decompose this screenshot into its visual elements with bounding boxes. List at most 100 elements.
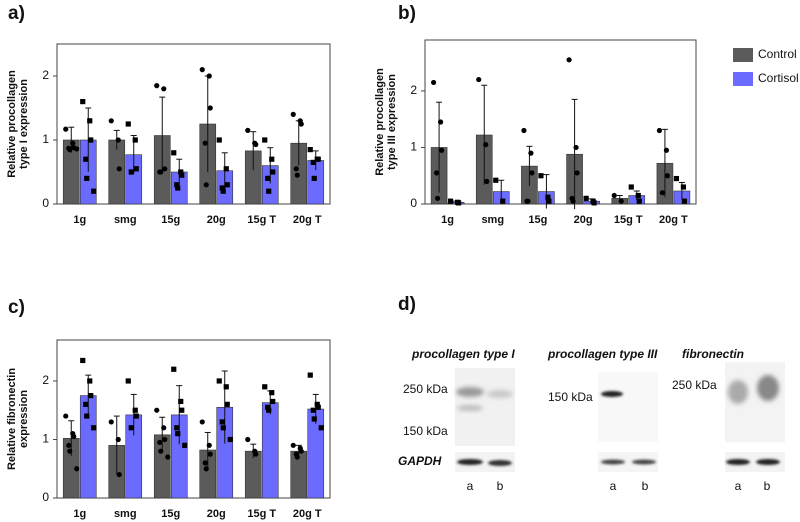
data-point [84, 175, 90, 181]
data-point [87, 378, 93, 384]
data-point [223, 166, 229, 172]
data-point [545, 194, 551, 200]
data-point [290, 111, 296, 117]
data-point [165, 454, 171, 460]
blot-title: procollagen type III [547, 347, 658, 361]
x-tick-label: 15g [161, 214, 180, 226]
legend-label: Control [758, 47, 797, 61]
x-tick-label: 20g [574, 214, 593, 226]
data-point [158, 169, 164, 175]
y-tick-label: 2 [42, 373, 49, 387]
data-point [529, 170, 535, 176]
y-tick-label: 0 [42, 196, 49, 210]
data-point [63, 126, 69, 132]
panel-label: b) [398, 3, 416, 24]
data-point [311, 416, 317, 422]
data-point [224, 182, 230, 188]
data-point [227, 436, 233, 443]
data-point [298, 121, 304, 127]
data-point [80, 99, 86, 105]
x-tick-label: smg [481, 214, 504, 226]
data-point [315, 156, 321, 162]
data-point [216, 378, 222, 384]
blot-image [455, 368, 515, 472]
blot-image [598, 372, 658, 472]
data-point [265, 404, 271, 410]
data-point [253, 451, 259, 457]
x-tick-label: 20g T [293, 508, 322, 520]
data-point [91, 425, 97, 431]
x-tick-label: 20g T [659, 214, 688, 226]
data-point [161, 86, 167, 92]
data-point [659, 190, 666, 196]
x-tick-label: smg [114, 508, 137, 520]
data-point [182, 442, 188, 448]
y-tick-label: 2 [410, 83, 417, 97]
data-point [310, 159, 316, 165]
data-point [307, 147, 313, 153]
data-point [220, 188, 226, 194]
data-point [74, 466, 80, 472]
data-point [220, 425, 226, 431]
x-tick-label: 20g [207, 508, 226, 520]
data-point [265, 175, 271, 181]
lane-label: a [467, 479, 474, 493]
data-point [574, 170, 580, 176]
size-marker: 150 kDa [548, 390, 593, 404]
data-point [636, 198, 642, 204]
data-point [525, 198, 531, 204]
x-tick-label: 15g T [614, 214, 643, 226]
lane-label: b [764, 479, 771, 493]
x-tick-label: 20g T [293, 214, 322, 226]
data-point [154, 407, 160, 413]
data-point [133, 413, 139, 419]
data-point [132, 137, 138, 143]
size-marker: 250 kDa [672, 378, 717, 392]
data-point [656, 127, 663, 134]
x-tick-label: 15g [528, 214, 547, 226]
lane-label: a [735, 479, 742, 493]
y-axis-title: Relative fibronectin [6, 368, 18, 470]
y-tick-label: 0 [410, 196, 417, 210]
data-point [67, 448, 73, 454]
legend-swatch [733, 48, 753, 62]
data-point [438, 147, 445, 153]
data-point [219, 419, 225, 425]
data-point [573, 144, 579, 151]
data-point [174, 182, 180, 188]
data-point [115, 137, 121, 143]
data-point [199, 67, 205, 73]
data-point [157, 439, 163, 446]
y-axis-title: type I expression [18, 79, 30, 169]
data-point [570, 198, 576, 204]
data-point [88, 392, 94, 399]
data-point [311, 175, 317, 181]
y-axis-title: Relative procollagen [6, 70, 18, 178]
data-point [245, 436, 251, 443]
data-point [87, 118, 93, 124]
data-point [298, 448, 304, 454]
data-point [88, 137, 94, 143]
data-point [162, 436, 168, 443]
data-point [203, 182, 209, 188]
data-point [538, 173, 544, 179]
size-marker: 250 kDa [403, 382, 448, 396]
data-point [294, 172, 300, 178]
data-point [91, 188, 97, 194]
panel-label: c) [8, 297, 25, 318]
panel-label: d) [398, 294, 416, 315]
y-tick-label: 2 [42, 68, 49, 82]
data-point [434, 195, 441, 201]
data-point [128, 169, 134, 175]
data-point [318, 425, 324, 431]
data-point [433, 170, 440, 176]
data-point [591, 200, 597, 206]
x-tick-label: 1g [441, 214, 454, 226]
data-point [681, 198, 688, 204]
data-point [307, 372, 313, 378]
legend-label: Cortisol [758, 71, 799, 85]
data-point [262, 137, 268, 143]
data-point [80, 357, 86, 364]
data-point [224, 401, 230, 407]
